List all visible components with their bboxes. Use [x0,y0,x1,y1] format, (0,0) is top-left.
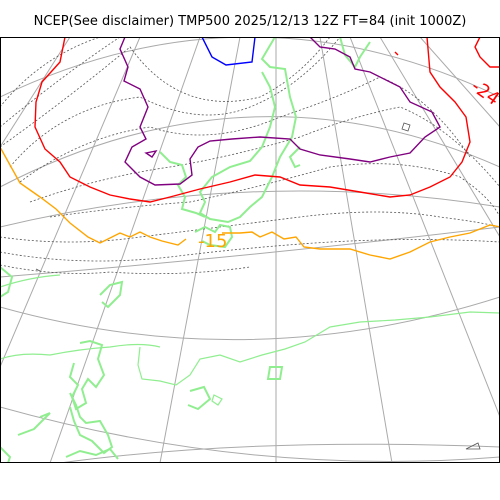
latitude-line [0,116,500,188]
latitude-line [59,443,500,463]
longitude-line [379,37,500,238]
latitude-line [0,37,500,98]
coastline [159,151,206,218]
isotherms-dotted [0,37,500,275]
coastline [339,37,371,69]
coastline [266,366,284,380]
latitude-line [0,296,500,341]
coastline [288,146,301,169]
longitude-line [159,37,241,463]
coastline [137,311,500,386]
longitude-line [0,37,141,368]
coastline [211,394,223,406]
longitude-line [319,37,393,463]
coastline [0,274,61,288]
small-marks [35,122,481,450]
longitude-line [0,37,71,148]
coastline [69,392,114,455]
latitude-line [0,226,500,278]
coastline [0,446,12,463]
contour-orange [0,146,500,260]
coastline [198,37,298,224]
coastlines-thin [0,274,500,406]
weather-map: -24 -15 [0,37,500,463]
contour-label-orange: -15 [198,231,227,252]
graticule [0,37,500,463]
latitude-line [0,190,500,228]
coastline [17,412,51,436]
contour-blue [201,37,256,66]
coastline [0,343,161,360]
coastline [187,385,212,411]
coastline [65,447,119,460]
map-title: NCEP(See disclaimer) TMP500 2025/12/13 1… [33,14,467,29]
longitude-line [419,37,500,128]
contour-purple [119,37,441,186]
latitude-line [0,406,500,462]
coastline [99,280,124,309]
coastline [194,223,234,249]
longitude-line [349,37,500,418]
contour-red [34,37,500,203]
